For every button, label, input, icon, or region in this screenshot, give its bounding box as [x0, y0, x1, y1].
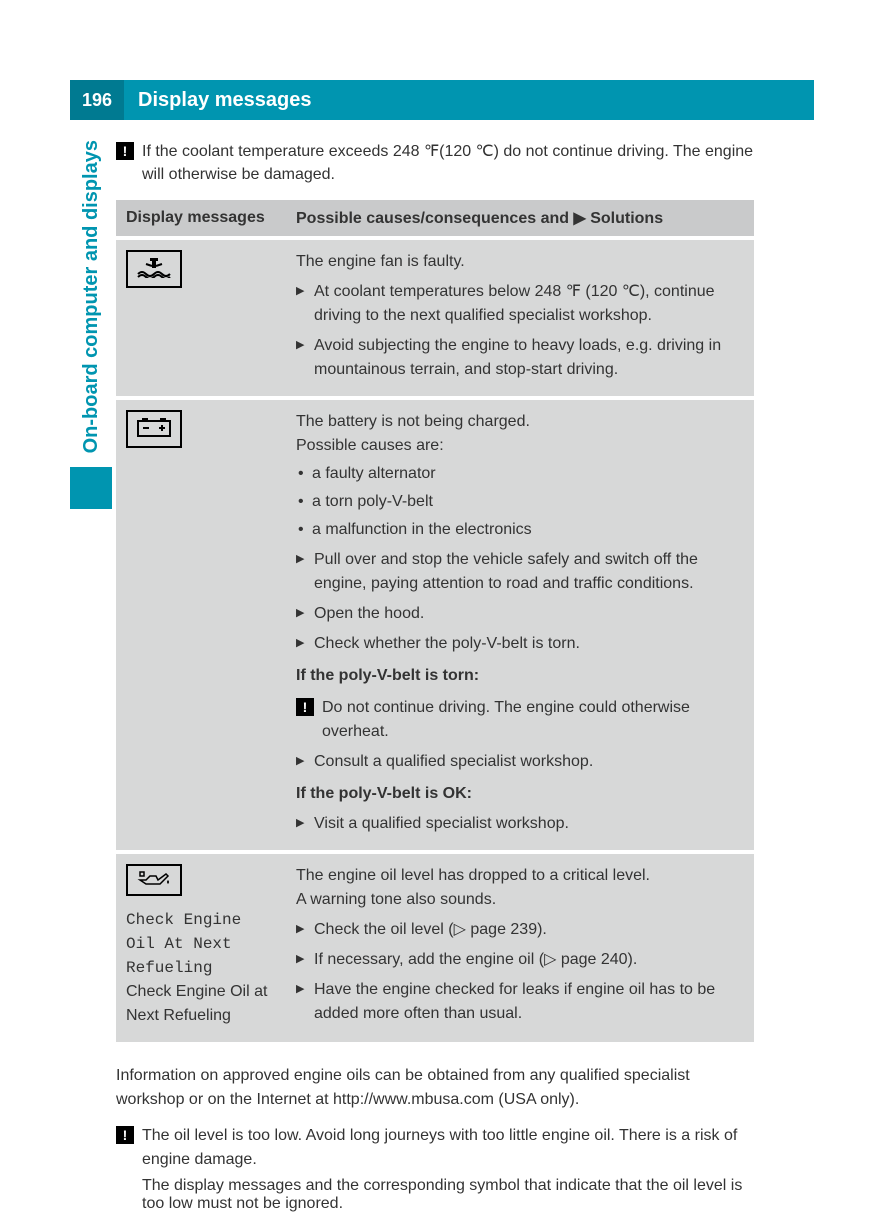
row2-intro2: Possible causes are: [296, 434, 744, 458]
warning-icon: ! [116, 1126, 134, 1144]
list-item: Check the oil level (▷ page 239). [296, 918, 744, 942]
header-bar: 196 Display messages [70, 80, 814, 120]
battery-icon [126, 410, 182, 448]
side-tab-label: On-board computer and displays [80, 140, 103, 453]
row3-intro1: The engine oil level has dropped to a cr… [296, 864, 744, 888]
table-header-col1: Display messages [116, 200, 286, 238]
side-tab-block [70, 467, 112, 509]
list-item: Avoid subjecting the engine to heavy loa… [296, 334, 744, 382]
row3-intro2: A warning tone also sounds. [296, 888, 744, 912]
row1-intro: The engine fan is faulty. [296, 250, 744, 274]
row2-warning: ! Do not continue driving. The engine co… [296, 696, 744, 744]
warning-icon: ! [116, 142, 134, 160]
header-title: Display messages [138, 89, 311, 112]
display-messages-table: Display messages Possible causes/consequ… [116, 200, 754, 1042]
list-item: Visit a qualified specialist workshop. [296, 812, 744, 836]
footer-warning-text: The oil level is too low. Avoid long jou… [142, 1124, 754, 1170]
table-header-col2a: Possible causes/consequences and [296, 210, 573, 227]
table-row: Check Engine Oil At Next RefuelingCheck … [116, 852, 754, 1042]
row2-intro1: The battery is not being charged. [296, 410, 744, 434]
list-item: At coolant temperatures below 248 ℉ (120… [296, 280, 744, 328]
table-row: The battery is not being charged. Possib… [116, 398, 754, 852]
footer-p1: Information on approved engine oils can … [116, 1064, 754, 1112]
page-number: 196 [70, 80, 124, 120]
intro-warning-text: If the coolant temperature exceeds 248 ℉… [142, 140, 754, 186]
row3-mono-label: Check Engine Oil At Next Refueling [126, 908, 276, 980]
list-item: a malfunction in the electronics [296, 518, 744, 542]
main-content: ! If the coolant temperature exceeds 248… [116, 140, 754, 1213]
list-item: a faulty alternator [296, 462, 744, 486]
table-header-col2b: Solutions [590, 210, 663, 227]
footer-p2: The display messages and the correspondi… [142, 1177, 754, 1213]
row2-warning-text: Do not continue driving. The engine coul… [322, 696, 744, 744]
coolant-fan-icon [126, 250, 182, 288]
footer-warning: ! The oil level is too low. Avoid long j… [116, 1124, 754, 1170]
row2-heading1: If the poly-V-belt is torn: [296, 667, 479, 684]
list-item: If necessary, add the engine oil (▷ page… [296, 948, 744, 972]
table-row: The engine fan is faulty. At coolant tem… [116, 238, 754, 398]
row3-plain-label: Check Engine Oil at Next Refueling [126, 983, 267, 1024]
list-item: Pull over and stop the vehicle safely an… [296, 548, 744, 596]
list-item: Check whether the poly-V-belt is torn. [296, 632, 744, 656]
warning-icon: ! [296, 698, 314, 716]
intro-warning: ! If the coolant temperature exceeds 248… [116, 140, 754, 186]
table-header-col2: Possible causes/consequences and ▶ Solut… [286, 200, 754, 238]
list-item: Have the engine checked for leaks if eng… [296, 978, 744, 1026]
row2-heading2: If the poly-V-belt is OK: [296, 785, 472, 802]
list-item: Consult a qualified specialist workshop. [296, 750, 744, 774]
oil-icon [126, 864, 182, 896]
side-tab: On-board computer and displays [70, 140, 112, 509]
list-item: a torn poly-V-belt [296, 490, 744, 514]
list-item: Open the hood. [296, 602, 744, 626]
